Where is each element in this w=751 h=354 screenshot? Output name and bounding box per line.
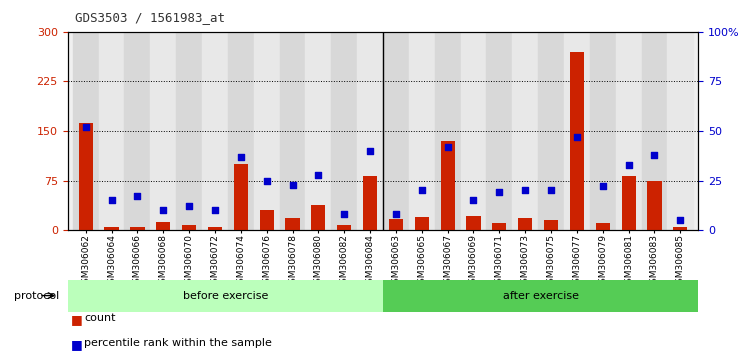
Bar xyxy=(409,32,435,230)
Point xyxy=(131,194,143,199)
Point xyxy=(338,211,350,217)
Bar xyxy=(564,32,590,230)
Text: GDS3503 / 1561983_at: GDS3503 / 1561983_at xyxy=(75,11,225,24)
Point xyxy=(209,207,221,213)
Bar xyxy=(125,32,150,230)
Point xyxy=(648,152,660,158)
Point xyxy=(106,198,118,203)
Bar xyxy=(466,216,481,230)
Bar xyxy=(279,32,306,230)
Bar xyxy=(383,280,698,312)
Bar xyxy=(668,32,693,230)
Bar xyxy=(435,32,460,230)
Text: after exercise: after exercise xyxy=(502,291,579,301)
Point xyxy=(674,217,686,223)
Bar xyxy=(570,52,584,230)
Bar xyxy=(487,32,512,230)
Point xyxy=(545,188,557,193)
Bar xyxy=(202,32,228,230)
Bar xyxy=(130,227,144,230)
Bar xyxy=(337,225,351,230)
Point xyxy=(571,134,583,140)
Text: ■: ■ xyxy=(71,338,83,351)
Point xyxy=(623,162,635,167)
Bar xyxy=(156,222,170,230)
Point xyxy=(287,182,299,187)
Bar xyxy=(538,32,564,230)
Point xyxy=(80,124,92,130)
Bar xyxy=(357,32,383,230)
Bar xyxy=(512,32,538,230)
Bar xyxy=(647,181,662,230)
Bar xyxy=(596,223,610,230)
Bar xyxy=(590,32,616,230)
Text: before exercise: before exercise xyxy=(182,291,268,301)
Bar xyxy=(150,32,176,230)
Text: count: count xyxy=(84,313,116,323)
Bar xyxy=(641,32,668,230)
Text: protocol: protocol xyxy=(14,291,59,301)
Point xyxy=(183,204,195,209)
Bar xyxy=(622,176,636,230)
Bar xyxy=(79,123,93,230)
Bar xyxy=(285,218,300,230)
Point xyxy=(390,211,402,217)
Bar xyxy=(441,141,455,230)
Point xyxy=(597,184,609,189)
Bar xyxy=(73,32,98,230)
Point xyxy=(157,207,169,213)
Bar xyxy=(98,32,125,230)
Bar xyxy=(228,32,254,230)
Bar xyxy=(208,227,222,230)
Bar xyxy=(234,164,248,230)
Text: ■: ■ xyxy=(71,313,83,326)
Bar xyxy=(383,32,409,230)
Point xyxy=(261,178,273,183)
Bar xyxy=(389,219,403,230)
Bar xyxy=(616,32,641,230)
Bar xyxy=(673,227,687,230)
Bar xyxy=(331,32,357,230)
Point xyxy=(442,144,454,150)
Bar xyxy=(415,217,429,230)
Bar xyxy=(306,32,331,230)
Point xyxy=(235,154,247,160)
Bar xyxy=(518,218,532,230)
Bar xyxy=(460,32,487,230)
Bar xyxy=(260,210,274,230)
Bar xyxy=(254,32,279,230)
Bar xyxy=(492,223,506,230)
Bar xyxy=(544,220,558,230)
Bar xyxy=(182,225,196,230)
Text: percentile rank within the sample: percentile rank within the sample xyxy=(84,338,272,348)
Bar xyxy=(176,32,202,230)
Point xyxy=(519,188,531,193)
Bar xyxy=(311,205,325,230)
Point xyxy=(493,190,505,195)
Bar xyxy=(363,176,377,230)
Point xyxy=(416,188,428,193)
Bar xyxy=(68,280,383,312)
Point xyxy=(467,198,479,203)
Bar xyxy=(104,227,119,230)
Point xyxy=(364,148,376,154)
Point xyxy=(312,172,324,177)
